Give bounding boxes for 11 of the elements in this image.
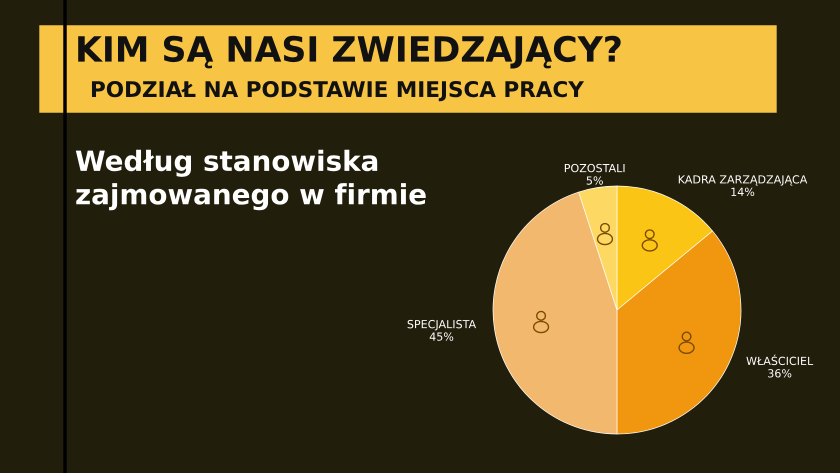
data-label: 36% [768,369,792,378]
slice-label: KADRA ZARZĄDZAJĄCA [678,175,808,186]
data-label: 14% [731,188,754,196]
data-label: 5% [586,176,603,185]
slice-label: POZOSTALI [564,164,625,172]
slice-label: SPECJALISTA [408,320,476,330]
slice-label: WŁAŚCICIEL [746,354,814,366]
data-label: 45% [430,332,454,341]
chart-subtitle: PODZIAŁ NA PODSTAWIE MIEJSCA PRACY [92,80,584,102]
chart-title: KIM SĄ NASI ZWIEDZAJĄCY? [78,36,621,69]
text: Według stanowiska zajmowanego w firmie [76,150,426,210]
